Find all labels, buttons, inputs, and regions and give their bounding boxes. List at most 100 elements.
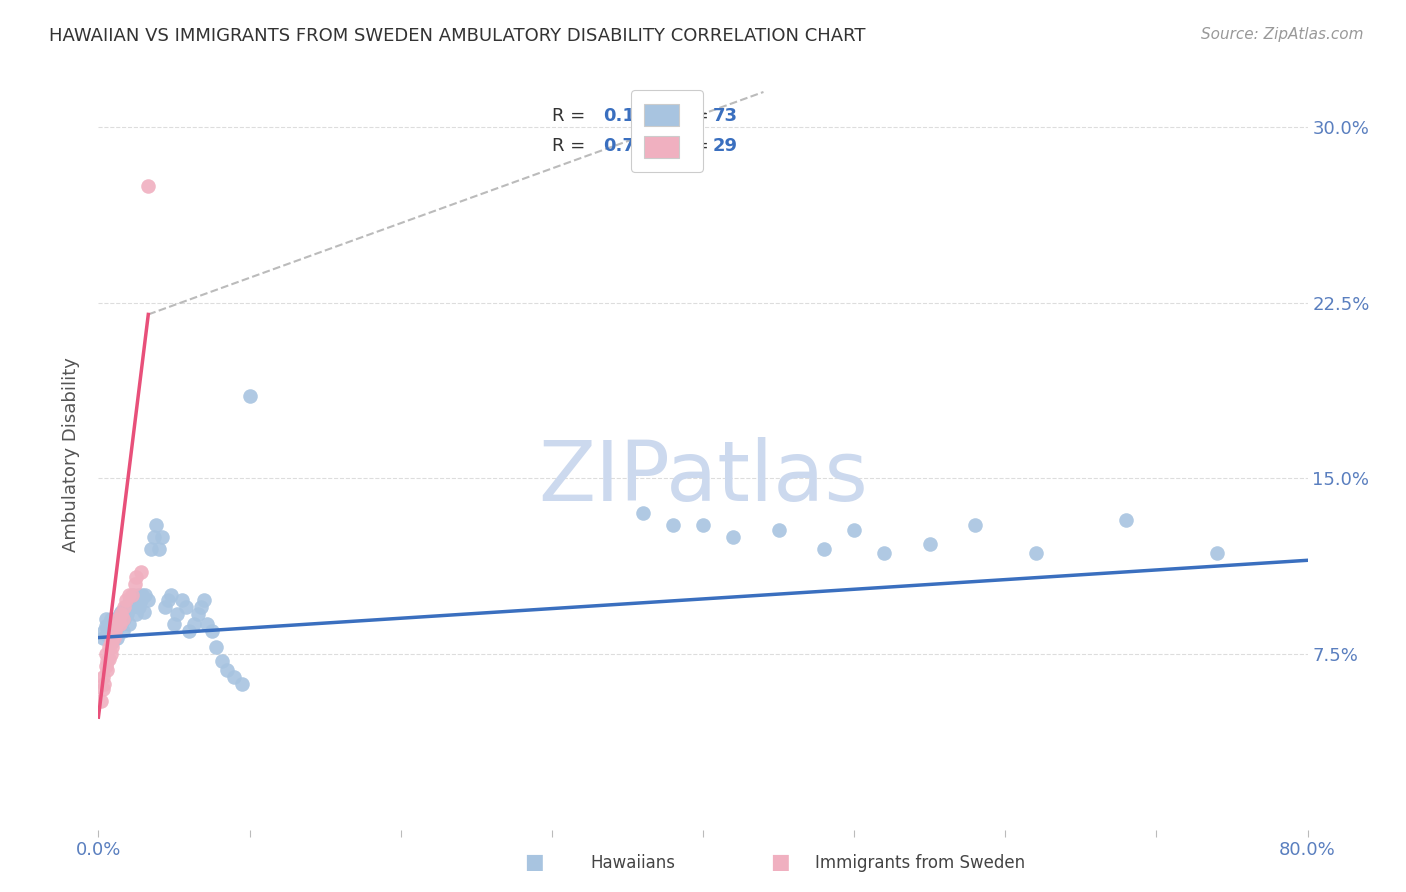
Text: 0.751: 0.751 xyxy=(603,137,659,155)
Point xyxy=(103,616,125,631)
Text: N =: N = xyxy=(664,106,714,125)
Point xyxy=(224,670,246,684)
Point xyxy=(93,677,115,691)
Point xyxy=(114,593,136,607)
Point xyxy=(692,518,714,533)
Point xyxy=(93,624,115,638)
Point xyxy=(103,628,125,642)
Point xyxy=(187,607,209,621)
Point xyxy=(170,593,193,607)
Point xyxy=(91,682,114,697)
Point xyxy=(768,523,790,537)
Point xyxy=(100,635,122,649)
Point xyxy=(121,600,143,615)
Point xyxy=(107,612,129,626)
Point xyxy=(91,670,114,684)
Point xyxy=(101,631,124,645)
Point xyxy=(114,600,136,615)
Point xyxy=(125,607,148,621)
Point xyxy=(105,631,128,645)
Point xyxy=(844,523,866,537)
Point xyxy=(143,530,166,544)
Point xyxy=(100,612,122,626)
Point xyxy=(205,640,228,654)
Point xyxy=(156,593,179,607)
Text: 29: 29 xyxy=(713,137,738,155)
Point xyxy=(163,616,186,631)
Point xyxy=(101,640,124,654)
Point xyxy=(129,593,152,607)
Point xyxy=(211,654,233,668)
Point xyxy=(141,541,163,556)
Point xyxy=(122,589,145,603)
Point xyxy=(96,664,118,678)
Point xyxy=(120,593,142,607)
Point xyxy=(107,619,129,633)
Point xyxy=(125,570,148,584)
Text: R =: R = xyxy=(551,106,591,125)
Point xyxy=(98,640,121,654)
Point xyxy=(190,600,212,615)
Point xyxy=(127,589,149,603)
Text: R =: R = xyxy=(551,137,591,155)
Text: ZIPatlas: ZIPatlas xyxy=(538,437,868,518)
Point xyxy=(195,616,218,631)
Y-axis label: Ambulatory Disability: Ambulatory Disability xyxy=(62,358,80,552)
Text: HAWAIIAN VS IMMIGRANTS FROM SWEDEN AMBULATORY DISABILITY CORRELATION CHART: HAWAIIAN VS IMMIGRANTS FROM SWEDEN AMBUL… xyxy=(49,27,866,45)
Text: 0.121: 0.121 xyxy=(603,106,659,125)
Point xyxy=(91,631,114,645)
Point xyxy=(145,518,167,533)
Point xyxy=(110,616,132,631)
Point xyxy=(873,546,896,560)
Point xyxy=(112,600,135,615)
Point xyxy=(124,593,146,607)
Text: Hawaiians: Hawaiians xyxy=(591,855,675,872)
Point xyxy=(100,624,122,638)
Point xyxy=(183,616,205,631)
Point xyxy=(94,619,117,633)
Point xyxy=(121,589,143,603)
Point xyxy=(108,616,131,631)
Point xyxy=(118,589,141,603)
Point xyxy=(132,605,155,619)
Point xyxy=(129,565,152,579)
Point xyxy=(813,541,835,556)
Text: N =: N = xyxy=(664,137,714,155)
Point xyxy=(134,589,156,603)
Point xyxy=(94,658,117,673)
Legend: , : , xyxy=(631,90,703,172)
Point xyxy=(174,600,197,615)
Text: ■: ■ xyxy=(770,853,790,872)
Point xyxy=(124,576,146,591)
Point xyxy=(104,624,127,638)
Point xyxy=(94,647,117,661)
Point xyxy=(1024,546,1046,560)
Point xyxy=(131,589,153,603)
Point xyxy=(179,624,201,638)
Point xyxy=(148,541,170,556)
Point xyxy=(96,654,118,668)
Text: ■: ■ xyxy=(524,853,544,872)
Point xyxy=(104,624,127,638)
Point xyxy=(98,651,121,665)
Point xyxy=(136,593,159,607)
Point xyxy=(108,607,131,621)
Point xyxy=(1115,513,1137,527)
Point xyxy=(111,624,134,638)
Point xyxy=(723,530,745,544)
Point xyxy=(160,589,183,603)
Point xyxy=(111,612,134,626)
Point xyxy=(94,612,117,626)
Point xyxy=(105,616,128,631)
Point xyxy=(103,631,125,645)
Point xyxy=(201,624,224,638)
Point xyxy=(239,389,262,403)
Point xyxy=(166,607,188,621)
Point xyxy=(215,664,238,678)
Point xyxy=(918,537,941,551)
Point xyxy=(110,607,132,621)
Text: 73: 73 xyxy=(713,106,738,125)
Point xyxy=(150,530,173,544)
Point xyxy=(100,647,122,661)
Point xyxy=(1206,546,1229,560)
